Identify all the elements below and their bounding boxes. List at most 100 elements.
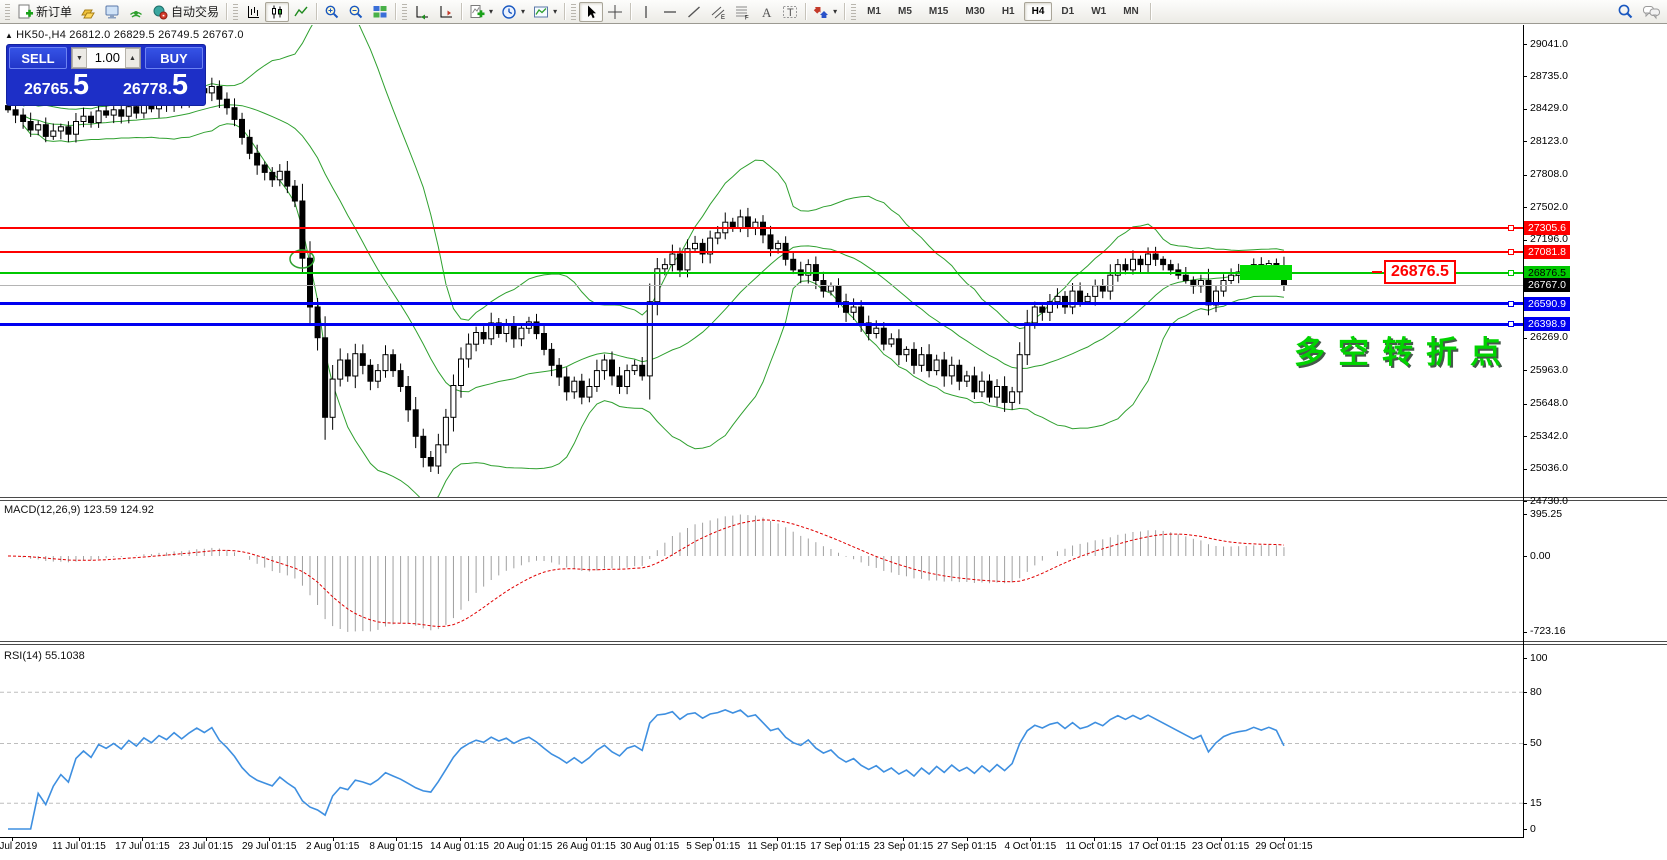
bearish-candle xyxy=(767,234,774,250)
price-label-flag[interactable]: 26876.5 xyxy=(1384,260,1456,284)
price-axis-tickmark xyxy=(1523,240,1527,241)
line-chart-button[interactable] xyxy=(289,2,313,22)
support-resistance-line[interactable] xyxy=(0,251,1523,253)
tile-windows-button[interactable] xyxy=(368,2,392,22)
bullish-candle xyxy=(624,370,631,388)
signal-icon xyxy=(130,10,142,18)
collapse-panel-icon[interactable]: ▲ xyxy=(5,31,14,40)
support-resistance-line[interactable] xyxy=(0,323,1523,326)
text-button[interactable]: A xyxy=(754,2,778,22)
autotrading-button[interactable]: 自动交易 xyxy=(148,2,223,22)
current-price-flag: 26767.0 xyxy=(1524,278,1570,292)
price-chart-pane[interactable] xyxy=(0,25,1523,497)
volume-value[interactable]: 1.00 xyxy=(94,50,120,65)
arrows-icon xyxy=(813,6,829,18)
price-axis-label: 25036.0 xyxy=(1530,462,1568,474)
buy-price[interactable]: 26778.5 xyxy=(122,69,189,101)
templates-button[interactable]: ▾ xyxy=(529,2,561,22)
bearish-candle xyxy=(926,354,933,372)
bar-chart-button[interactable] xyxy=(241,2,265,22)
macd-pane[interactable] xyxy=(0,501,1523,641)
bearish-candle xyxy=(495,322,502,334)
timeframe-button-mn[interactable]: MN xyxy=(1115,2,1147,21)
bearish-candle xyxy=(299,200,306,259)
timeframe-button-m30[interactable]: M30 xyxy=(957,2,992,21)
bullish-candle xyxy=(352,353,359,377)
time-axis[interactable] xyxy=(0,837,1524,838)
pane-separator[interactable] xyxy=(0,644,1667,645)
price-axis-label: 29041.0 xyxy=(1530,38,1568,50)
line-anchor-square xyxy=(1508,249,1514,255)
bullish-candle xyxy=(1024,322,1031,356)
price-axis-tickmark xyxy=(1523,141,1527,142)
terminal-button[interactable] xyxy=(100,2,124,22)
bearish-candle xyxy=(548,348,555,366)
timeframe-button-m1[interactable]: M1 xyxy=(859,2,889,21)
bearish-candle xyxy=(1001,386,1008,403)
signals-button[interactable] xyxy=(124,2,148,22)
time-axis-tickmark xyxy=(1284,837,1285,841)
auto-scroll-button[interactable] xyxy=(410,2,434,22)
pane-separator[interactable] xyxy=(0,497,1667,498)
search-button[interactable] xyxy=(1613,2,1638,22)
bullish-candle xyxy=(978,380,985,393)
zoom-out-button[interactable] xyxy=(344,2,368,22)
toolbar-grip xyxy=(851,3,857,20)
pane-separator[interactable] xyxy=(0,500,1667,501)
zoom-in-button[interactable] xyxy=(320,2,344,22)
bearish-candle xyxy=(1167,264,1174,271)
sell-button[interactable]: SELL xyxy=(9,47,67,69)
text-icon: A xyxy=(762,5,772,20)
pane-separator[interactable] xyxy=(0,641,1667,642)
bullish-candle xyxy=(442,416,449,446)
bearish-candle xyxy=(563,376,570,393)
timeframe-button-w1[interactable]: W1 xyxy=(1083,2,1114,21)
chart-shift-button[interactable] xyxy=(434,2,458,22)
macd-label: MACD(12,26,9) 123.59 124.92 xyxy=(4,504,154,516)
rsi-pane[interactable] xyxy=(0,646,1523,837)
support-resistance-line[interactable] xyxy=(0,272,1523,274)
arrows-button[interactable]: ▾ xyxy=(809,2,841,22)
price-axis-label: 25648.0 xyxy=(1530,397,1568,409)
new-order-button[interactable]: 新订单 xyxy=(13,2,76,22)
crosshair-button[interactable] xyxy=(603,2,627,22)
chart-header: ▲ HK50-,H4 26812.0 26829.5 26749.5 26767.… xyxy=(5,29,244,41)
periods-button[interactable]: ▾ xyxy=(497,2,529,22)
price-axis-label: 27808.0 xyxy=(1530,168,1568,180)
vertical-line-button[interactable] xyxy=(634,2,658,22)
sell-price[interactable]: 26765.5 xyxy=(23,69,90,101)
price-axis[interactable] xyxy=(1523,25,1524,838)
candlestick-chart-button[interactable] xyxy=(265,1,290,22)
trendline-button[interactable] xyxy=(682,2,706,22)
bullish-candle xyxy=(1016,354,1023,393)
bearish-candle xyxy=(744,216,751,228)
horizontal-line-button[interactable] xyxy=(658,2,682,22)
support-resistance-line[interactable] xyxy=(0,302,1523,305)
chinese-annotation[interactable]: 多空转折点 xyxy=(1294,335,1514,370)
equidistant-channel-button[interactable]: E xyxy=(706,2,730,22)
text-label-button[interactable]: T xyxy=(778,2,802,22)
time-axis-label: 4 Oct 01:15 xyxy=(1004,841,1057,852)
trendline-icon xyxy=(688,5,701,18)
timeframe-button-h4[interactable]: H4 xyxy=(1023,2,1053,21)
time-axis-tickmark xyxy=(650,837,651,841)
highlight-rectangle[interactable] xyxy=(1240,265,1292,280)
circle-annotation[interactable] xyxy=(289,249,315,269)
indicators-button[interactable]: ▾ xyxy=(465,2,497,22)
volume-increase-button[interactable]: ▲ xyxy=(125,48,140,68)
cursor-button[interactable] xyxy=(579,1,604,22)
gold-button[interactable] xyxy=(76,2,100,22)
new-order-icon xyxy=(18,4,33,18)
volume-decrease-button[interactable]: ▼ xyxy=(72,48,87,68)
buy-button[interactable]: BUY xyxy=(145,47,203,69)
chat-button[interactable] xyxy=(1638,2,1665,22)
bullish-candle xyxy=(601,359,608,372)
timeframe-button-m5[interactable]: M5 xyxy=(890,2,920,21)
timeframe-button-d1[interactable]: D1 xyxy=(1053,2,1082,21)
time-axis-tickmark xyxy=(1221,837,1222,841)
bollinger-upper-band xyxy=(22,25,1285,330)
timeframe-button-m15[interactable]: M15 xyxy=(921,2,956,21)
fibonacci-button[interactable]: F xyxy=(730,2,754,22)
support-resistance-line[interactable] xyxy=(0,227,1523,229)
timeframe-button-h1[interactable]: H1 xyxy=(994,2,1023,21)
